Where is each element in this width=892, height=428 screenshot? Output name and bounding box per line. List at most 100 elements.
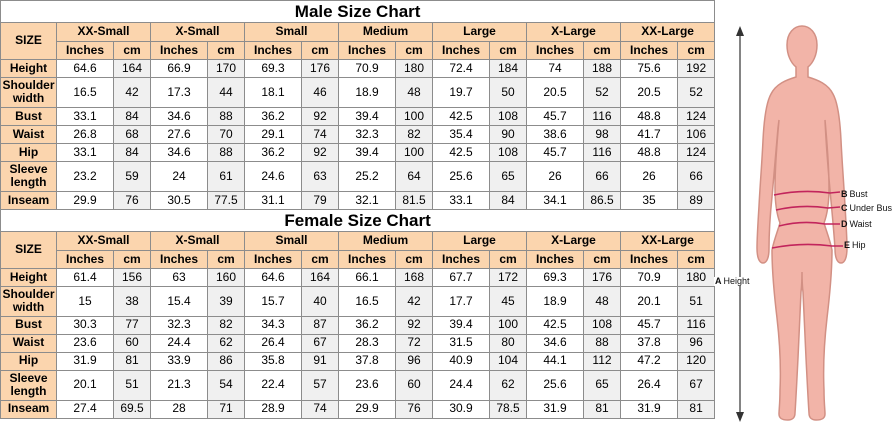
size-name-header: XX-Small <box>56 22 151 43</box>
cm-value: 80 <box>489 333 527 353</box>
cm-value: 116 <box>676 315 716 335</box>
cm-unit-header: cm <box>301 41 339 61</box>
cm-value: 60 <box>395 369 433 401</box>
inches-value: 15 <box>56 285 114 317</box>
inches-unit-header: Inches <box>620 41 678 61</box>
cm-unit-header: cm <box>676 249 716 269</box>
measurement-row: Sleeve length 20.1 51 21.3 54 22.4 57 23.6 60 24.… <box>0 369 716 401</box>
inches-value: 31.5 <box>432 333 490 353</box>
inches-unit-header: Inches <box>338 249 396 269</box>
measurement-row: Shoulder width 15 38 15.4 39 15.7 40 16.5 42 17.7… <box>0 285 716 317</box>
inches-value: 32.1 <box>338 190 396 210</box>
cm-value: 76 <box>113 190 151 210</box>
inches-value: 15.4 <box>150 285 208 317</box>
size-header-row: SIZE XX-Small X-Small Small Medium Large X-Lar… <box>0 22 716 61</box>
cm-value: 96 <box>395 351 433 371</box>
measurement-label: Bust <box>0 315 57 335</box>
measurement-row: Bust 30.3 77 32.3 82 34.3 87 36.2 92 39.4 100 42.5 1… <box>0 315 716 335</box>
inches-value: 16.5 <box>338 285 396 317</box>
inches-value: 26 <box>620 160 678 192</box>
cm-value: 40 <box>301 285 339 317</box>
cm-value: 42 <box>395 285 433 317</box>
inches-unit-header: Inches <box>56 41 114 61</box>
inches-value: 40.9 <box>432 351 490 371</box>
height-arrow-bottom-icon <box>736 412 744 422</box>
inches-value: 15.7 <box>244 285 302 317</box>
inches-value: 29.1 <box>244 124 302 144</box>
cm-unit-header: cm <box>583 41 621 61</box>
inches-value: 29.9 <box>56 190 114 210</box>
cm-value: 100 <box>395 106 433 126</box>
inches-value: 35.4 <box>432 124 490 144</box>
waist-line <box>778 221 840 227</box>
cm-value: 66 <box>583 160 621 192</box>
cm-value: 42 <box>113 77 151 108</box>
inches-value: 32.3 <box>338 124 396 144</box>
inches-value: 17.7 <box>432 285 490 317</box>
cm-value: 116 <box>583 142 621 162</box>
inches-unit-header: Inches <box>150 41 208 61</box>
inches-value: 44.1 <box>526 351 584 371</box>
cm-value: 124 <box>676 142 716 162</box>
size-name-header: X-Large <box>526 22 621 43</box>
inches-value: 64.6 <box>244 267 302 287</box>
hip-key: E <box>844 240 851 250</box>
size-column-header: SIZE <box>0 230 57 269</box>
measurement-row: Waist 26.8 68 27.6 70 29.1 74 32.3 82 35.4 90 38.6 9… <box>0 124 716 144</box>
inches-value: 39.4 <box>338 142 396 162</box>
cm-value: 81 <box>113 351 151 371</box>
cm-value: 52 <box>676 77 716 108</box>
inches-value: 28 <box>150 399 208 419</box>
cm-value: 65 <box>489 160 527 192</box>
cm-value: 104 <box>489 351 527 371</box>
cm-value: 74 <box>301 399 339 419</box>
cm-value: 106 <box>676 124 716 144</box>
inches-value: 18.9 <box>338 77 396 108</box>
cm-value: 60 <box>113 333 151 353</box>
cm-value: 59 <box>113 160 151 192</box>
inches-value: 39.4 <box>432 315 490 335</box>
inches-value: 74 <box>526 59 584 79</box>
size-name-header: XX-Large <box>619 22 716 43</box>
inches-value: 16.5 <box>56 77 114 108</box>
inches-value: 39.4 <box>338 106 396 126</box>
cm-value: 61 <box>207 160 245 192</box>
size-name-header: Small <box>244 230 339 251</box>
inches-value: 31.9 <box>526 399 584 419</box>
measurement-row: Sleeve length 23.2 59 24 61 24.6 63 25.2 64 25.6 6… <box>0 160 716 192</box>
inches-value: 34.6 <box>150 142 208 162</box>
inches-value: 25.2 <box>338 160 396 192</box>
inches-value: 45.7 <box>526 106 584 126</box>
size-name-header: Medium <box>338 22 433 43</box>
inches-value: 19.7 <box>432 77 490 108</box>
inches-value: 20.1 <box>56 369 114 401</box>
cm-value: 188 <box>583 59 621 79</box>
cm-value: 62 <box>207 333 245 353</box>
cm-value: 180 <box>395 59 433 79</box>
inches-unit-header: Inches <box>244 41 302 61</box>
measurement-figure: B Bust C Under Bust D Waist E Hip A Height <box>712 0 892 428</box>
cm-value: 100 <box>489 315 527 335</box>
inches-value: 24.6 <box>244 160 302 192</box>
measurement-row: Height 64.6 164 66.9 170 69.3 176 70.9 180 72.4 18… <box>0 59 716 79</box>
cm-value: 81 <box>583 399 621 419</box>
inches-unit-header: Inches <box>244 249 302 269</box>
inches-value: 20.5 <box>620 77 678 108</box>
cm-value: 90 <box>489 124 527 144</box>
cm-value: 39 <box>207 285 245 317</box>
cm-value: 63 <box>301 160 339 192</box>
inches-value: 66.9 <box>150 59 208 79</box>
cm-value: 76 <box>395 399 433 419</box>
cm-value: 71 <box>207 399 245 419</box>
cm-value: 82 <box>395 124 433 144</box>
inches-value: 75.6 <box>620 59 678 79</box>
cm-unit-header: cm <box>207 249 245 269</box>
cm-value: 108 <box>489 142 527 162</box>
hip-text: Hip <box>852 240 866 250</box>
male-size-chart-table: Male Size Chart SIZE XX-Small X-Small Small M… <box>0 0 716 210</box>
cm-value: 120 <box>676 351 716 371</box>
cm-value: 68 <box>113 124 151 144</box>
cm-value: 65 <box>583 369 621 401</box>
cm-value: 50 <box>489 77 527 108</box>
cm-value: 180 <box>676 267 716 287</box>
